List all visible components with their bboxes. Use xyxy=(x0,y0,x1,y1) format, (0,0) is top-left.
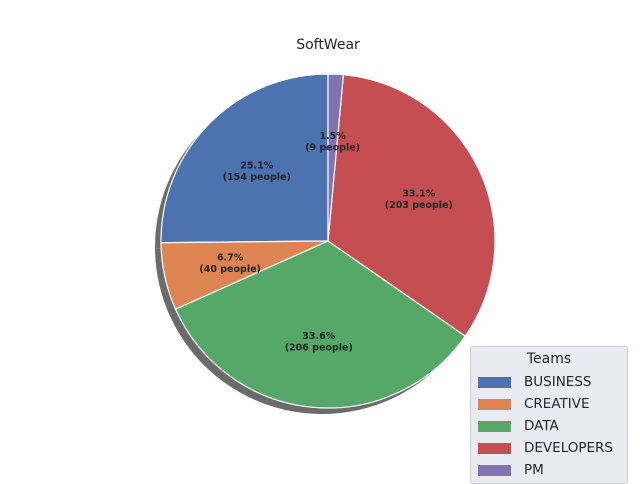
slice-pm xyxy=(327,73,345,242)
chart-title: SoftWear xyxy=(296,37,360,53)
slice-label-pm: 1.5% (9 people) xyxy=(305,131,360,154)
slice-label-creative: 6.7% (40 people) xyxy=(199,252,260,275)
legend-label-developers: DEVELOPERS xyxy=(524,440,613,456)
legend-swatch-creative xyxy=(478,398,511,410)
slice-label-data: 33.6% (206 people) xyxy=(285,331,353,354)
legend-label-data: DATA xyxy=(524,418,559,434)
legend-title: Teams xyxy=(526,351,572,367)
slice-data xyxy=(174,240,467,409)
legend: Teams BUSINESS CREATIVE DATA DEVELOPERS PM xyxy=(470,346,628,484)
slice-label-business: 25.1% (154 people) xyxy=(223,161,291,184)
legend-label-business: BUSINESS xyxy=(524,374,592,390)
legend-item-pm: PM xyxy=(471,459,627,481)
legend-item-creative: CREATIVE xyxy=(471,393,627,415)
legend-swatch-data xyxy=(478,420,511,432)
legend-items: BUSINESS CREATIVE DATA DEVELOPERS PM xyxy=(471,371,627,481)
legend-label-pm: PM xyxy=(524,462,544,478)
legend-item-developers: DEVELOPERS xyxy=(471,437,627,459)
legend-swatch-pm xyxy=(478,464,511,476)
legend-swatch-business xyxy=(478,376,511,388)
legend-swatch-developers xyxy=(478,442,511,454)
pie-slices xyxy=(160,73,496,409)
slice-label-developers: 33.1% (203 people) xyxy=(385,189,453,212)
legend-label-creative: CREATIVE xyxy=(524,396,590,412)
legend-item-data: DATA xyxy=(471,415,627,437)
legend-item-business: BUSINESS xyxy=(471,371,627,393)
slice-developers xyxy=(327,74,496,337)
slice-labels: 25.1% (154 people) 6.7% (40 people) 33.6% (20… xyxy=(199,131,452,353)
slice-business xyxy=(160,73,329,244)
